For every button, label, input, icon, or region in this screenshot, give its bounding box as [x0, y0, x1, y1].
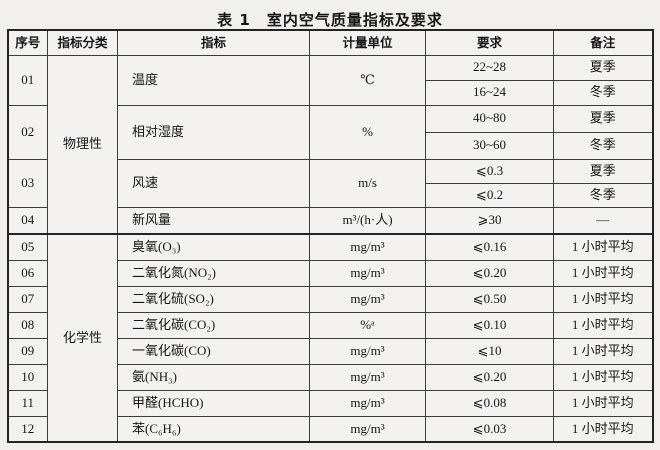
- cell-requirement: 16~24: [425, 79, 554, 106]
- cell-remark: 夏季: [553, 54, 653, 81]
- table-row: 05 化学性 臭氧(O₃) mg/m³ ⩽0.16 1 小时平均: [7, 233, 653, 443]
- header-remark: 备注: [553, 29, 653, 56]
- table-row: 09 一氧化碳(CO) mg/m³ ⩽10 1 小时平均: [7, 337, 653, 365]
- cell-requirement: ⩽0.20: [425, 259, 554, 287]
- cell-unit: mg/m³: [309, 363, 426, 391]
- cell-remark: 冬季: [553, 131, 653, 160]
- cell-requirement: 30~60: [425, 131, 554, 160]
- table-row: 16~24 冬季: [8, 79, 653, 106]
- cell-num: 05: [7, 233, 48, 261]
- cell-indicator: 二氧化碳(CO₂): [117, 311, 310, 339]
- table-row: 30~60 冬季: [8, 131, 653, 160]
- header-num: 序号: [7, 29, 48, 56]
- cell-remark: 冬季: [553, 79, 653, 106]
- cell-remark: 1 小时平均: [553, 363, 653, 391]
- page-title: 表 1 室内空气质量指标及要求: [217, 11, 443, 29]
- cell-num: 08: [7, 311, 48, 339]
- cell-requirement: 40~80: [425, 104, 554, 133]
- cell-indicator: 臭氧(O₃): [117, 233, 310, 261]
- table-row: 12 苯(C₆H₆) mg/m³ ⩽0.03 1 小时平均: [7, 415, 653, 443]
- cell-indicator: 甲醛(HCHO): [117, 389, 310, 417]
- cell-requirement: ⩽0.20: [425, 363, 554, 391]
- cell-indicator: 温度: [117, 54, 310, 106]
- header-indicator: 指标: [117, 29, 310, 56]
- cell-requirement: ⩽0.50: [425, 285, 554, 313]
- air-quality-table: 序号 指标分类 指标 计量单位 要求 备注 01 物理性 温度 ℃ 22~28 …: [6, 29, 654, 443]
- table-row: 02 相对湿度 % 40~80 夏季: [7, 104, 653, 160]
- cell-unit: mg/m³: [309, 415, 426, 443]
- cell-requirement: ⩽0.16: [425, 233, 554, 261]
- cell-unit: %: [309, 104, 426, 160]
- cell-num: 10: [7, 363, 48, 391]
- cell-indicator: 苯(C₆H₆): [117, 415, 310, 443]
- cell-remark: 夏季: [553, 158, 653, 184]
- cell-requirement: ⩽0.08: [425, 389, 554, 417]
- cell-indicator: 新风量: [117, 206, 310, 235]
- cell-num: 06: [7, 259, 48, 287]
- cell-remark: 1 小时平均: [553, 233, 653, 261]
- cell-remark: 夏季: [553, 104, 653, 133]
- cell-unit: m/s: [309, 158, 426, 208]
- cell-remark: —: [553, 206, 653, 235]
- cell-num: 01: [7, 54, 48, 106]
- cell-indicator: 相对湿度: [117, 104, 310, 160]
- cell-num: 09: [7, 337, 48, 365]
- cell-num: 02: [7, 104, 48, 160]
- table-row: 01 物理性 温度 ℃ 22~28 夏季: [7, 54, 653, 235]
- header-unit: 计量单位: [309, 29, 426, 56]
- cell-remark: 1 小时平均: [553, 285, 653, 313]
- cell-requirement: ⩽0.3: [425, 158, 554, 184]
- table-row: 10 氨(NH₃) mg/m³ ⩽0.20 1 小时平均: [7, 363, 653, 391]
- cell-num: 04: [7, 206, 48, 235]
- cell-indicator: 氨(NH₃): [117, 363, 310, 391]
- cell-remark: 1 小时平均: [553, 259, 653, 287]
- cell-requirement: 22~28: [425, 54, 554, 81]
- cell-category-physical: 物理性: [47, 54, 118, 235]
- header-requirement: 要求: [425, 29, 554, 56]
- cell-requirement: ⩽0.10: [425, 311, 554, 339]
- cell-remark: 1 小时平均: [553, 337, 653, 365]
- cell-num: 07: [7, 285, 48, 313]
- cell-category-chemical: 化学性: [47, 233, 118, 443]
- cell-unit: mg/m³: [309, 233, 426, 261]
- cell-requirement: ⩾30: [425, 206, 554, 235]
- cell-unit: mg/m³: [309, 337, 426, 365]
- cell-indicator: 二氧化硫(SO₂): [117, 285, 310, 313]
- cell-unit: ℃: [309, 54, 426, 106]
- cell-num: 03: [7, 158, 48, 208]
- cell-requirement: ⩽0.03: [425, 415, 554, 443]
- cell-num: 12: [7, 415, 48, 443]
- table-row: 03 风速 m/s ⩽0.3 夏季: [7, 158, 653, 208]
- cell-indicator: 风速: [117, 158, 310, 208]
- cell-unit: mg/m³: [309, 389, 426, 417]
- cell-requirement: ⩽0.2: [425, 182, 554, 208]
- cell-indicator: 一氧化碳(CO): [117, 337, 310, 365]
- cell-unit: mg/m³: [309, 259, 426, 287]
- table-header-row: 序号 指标分类 指标 计量单位 要求 备注: [7, 29, 653, 56]
- cell-remark: 1 小时平均: [553, 389, 653, 417]
- cell-remark: 1 小时平均: [553, 415, 653, 443]
- cell-num: 11: [7, 389, 48, 417]
- cell-remark: 冬季: [553, 182, 653, 208]
- cell-unit: %ᵃ: [309, 311, 426, 339]
- cell-requirement: ⩽10: [425, 337, 554, 365]
- cell-unit: m³/(h·人): [309, 206, 426, 235]
- cell-remark: 1 小时平均: [553, 311, 653, 339]
- cell-indicator: 二氧化氮(NO₂): [117, 259, 310, 287]
- header-category: 指标分类: [47, 29, 118, 56]
- cell-unit: mg/m³: [309, 285, 426, 313]
